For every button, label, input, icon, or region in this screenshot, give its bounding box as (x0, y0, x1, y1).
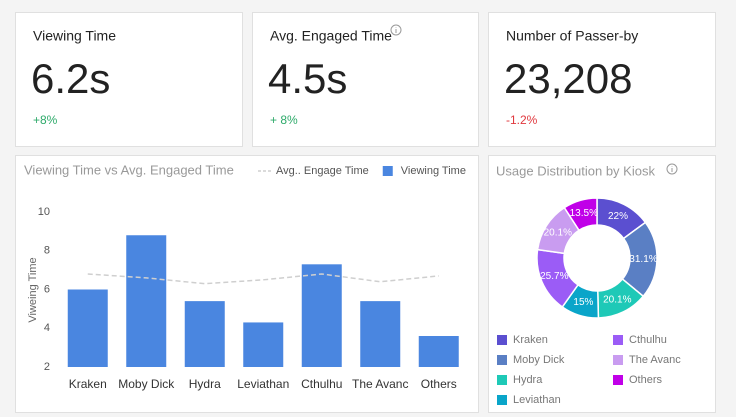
card-title: Number of Passer-by (506, 28, 638, 44)
donut-slice (563, 197, 598, 232)
card (252, 12, 479, 147)
x-tick-label: Hydra (189, 377, 221, 391)
card (15, 12, 243, 147)
legend-swatch (497, 375, 507, 385)
legend-swatch (613, 375, 623, 385)
chart-title: Viewing Time vs Avg. Engaged Time (24, 162, 234, 177)
card-value: 4.5s (268, 55, 347, 102)
card-title: Avg. Engaged Time (270, 28, 392, 44)
y-tick-label: 8 (44, 245, 50, 257)
bar (184, 301, 225, 367)
legend-swatch (613, 355, 623, 365)
data-label: 22% (608, 211, 628, 222)
y-tick-label: 4 (44, 322, 50, 334)
data-label: 25.7% (540, 271, 568, 282)
chart-title: Usage Distribution by Kiosk (496, 163, 655, 178)
card-change: + 8% (270, 113, 298, 127)
bar (243, 322, 284, 367)
legend-swatch (497, 335, 507, 345)
data-label: 20.1% (603, 294, 631, 305)
legend-swatch (497, 395, 507, 405)
legend-label: Avg.. Engage Time (276, 165, 369, 177)
chart-card (15, 155, 479, 413)
card-value: 23,208 (504, 55, 632, 102)
legend-label: Leviathan (513, 394, 561, 406)
card-value: 6.2s (31, 55, 110, 102)
x-tick-label: The Avanc (352, 377, 408, 391)
bar (360, 301, 401, 367)
legend-label: Hydra (513, 374, 543, 386)
card-change: +8% (33, 113, 58, 127)
bar (126, 235, 167, 367)
card-title: Viewing Time (33, 28, 116, 44)
line (87, 273, 439, 285)
legend-label: Viewing Time (401, 165, 466, 177)
legend-label: Cthulhu (629, 334, 667, 346)
x-tick-label: Moby Dick (118, 377, 175, 391)
bar (418, 336, 459, 367)
data-label: 20.1% (544, 228, 572, 239)
data-label: 31.1% (629, 254, 657, 265)
data-label: 13.5% (570, 208, 598, 219)
x-tick-label: Leviathan (237, 377, 289, 391)
legend-swatch (613, 335, 623, 345)
info-icon[interactable] (666, 163, 678, 175)
y-axis-label: Viweing Time (27, 257, 39, 322)
data-label: 15% (573, 297, 593, 308)
legend-label: Moby Dick (513, 354, 565, 366)
legend-swatch (497, 355, 507, 365)
x-tick-label: Kraken (69, 377, 107, 391)
x-tick-label: Others (421, 377, 457, 391)
card-change: -1.2% (506, 113, 538, 127)
y-tick-label: 6 (44, 283, 50, 295)
legend-swatch (382, 166, 393, 176)
y-tick-label: 10 (38, 206, 50, 218)
x-tick-label: Cthulhu (301, 377, 342, 391)
bar (67, 289, 108, 367)
info-icon[interactable] (390, 24, 402, 36)
y-tick-label: 2 (44, 361, 50, 373)
bar (301, 264, 342, 367)
legend-label: Others (629, 374, 663, 386)
legend-label: The Avanc (629, 354, 681, 366)
card (488, 12, 716, 147)
legend-label: Kraken (513, 334, 548, 346)
